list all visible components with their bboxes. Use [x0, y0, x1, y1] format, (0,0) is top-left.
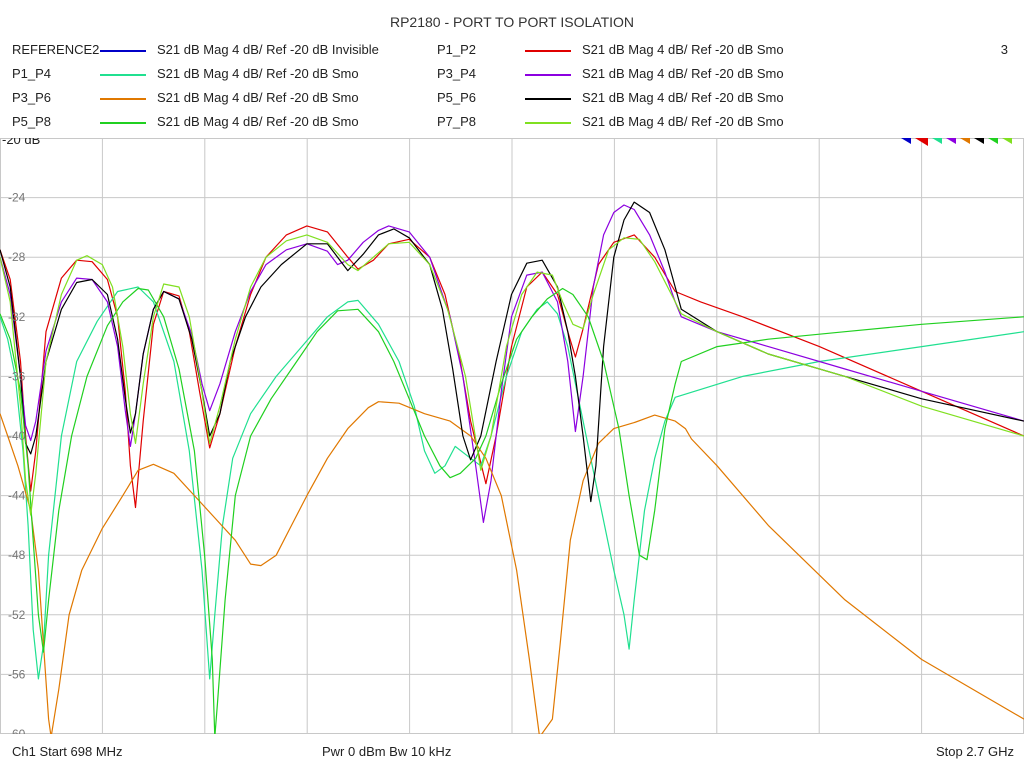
legend-swatch-p3-p4 [525, 74, 571, 76]
legend-desc-p7-p8: S21 dB Mag 4 dB/ Ref -20 dB Smo [582, 114, 784, 129]
y-tick-label: -52 [8, 608, 26, 622]
series-line-p1-p4 [0, 286, 1024, 680]
legend-desc-p3-p6: S21 dB Mag 4 dB/ Ref -20 dB Smo [157, 90, 359, 105]
legend-swatch-reference2 [100, 50, 146, 52]
y-tick-label: -60 [8, 727, 26, 734]
series-line-p3-p6 [0, 401, 1024, 734]
marker-layer [901, 138, 1012, 146]
series-line-p3-p4 [0, 204, 1024, 523]
legend-swatch-p3-p6 [100, 98, 146, 100]
y-tick-label: -48 [8, 548, 26, 562]
footer-start: Ch1 Start 698 MHz [12, 744, 123, 759]
series-line-p5-p8 [0, 287, 1024, 734]
legend-name-reference2: REFERENCE2 [12, 42, 100, 57]
y-tick-label: -28 [8, 250, 26, 264]
series-layer [0, 201, 1024, 734]
ref-marker-reference2 [901, 138, 911, 144]
legend-swatch-p7-p8 [525, 122, 571, 124]
legend-desc-p3-p4: S21 dB Mag 4 dB/ Ref -20 dB Smo [582, 66, 784, 81]
ref-marker-p5-p6 [974, 138, 984, 144]
y-tick-label: -40 [8, 429, 26, 443]
channel-count: 3 [1000, 42, 1008, 57]
legend-desc-p5-p8: S21 dB Mag 4 dB/ Ref -20 dB Smo [157, 114, 359, 129]
y-tick-label: -56 [8, 667, 26, 681]
ref-marker-p3-p4 [946, 138, 956, 144]
tick-labels: -24 -28 -32 -36 -40 -44 -48 -52 -56 -60 -20 dB [2, 138, 40, 734]
y-tick-label: -44 [8, 489, 26, 503]
y-tick-label: -24 [8, 191, 26, 205]
legend-name-p5-p6: P5_P6 [437, 90, 477, 105]
legend-desc-reference2: S21 dB Mag 4 dB/ Ref -20 dB Invisible [157, 42, 379, 57]
chart-title: RP2180 - PORT TO PORT ISOLATION [389, 14, 635, 30]
legend-desc-p1-p2: S21 dB Mag 4 dB/ Ref -20 dB Smo [582, 42, 784, 57]
legend: REFERENCE2 S21 dB Mag 4 dB/ Ref -20 dB I… [0, 40, 1024, 136]
legend-swatch-p5-p8 [100, 122, 146, 124]
legend-swatch-p1-p2 [525, 50, 571, 52]
ref-marker-p7-p8 [1002, 138, 1012, 144]
ref-marker-p1-p4 [932, 138, 942, 144]
grid [0, 138, 1024, 734]
legend-name-p3-p6: P3_P6 [12, 90, 52, 105]
legend-desc-p1-p4: S21 dB Mag 4 dB/ Ref -20 dB Smo [157, 66, 359, 81]
footer-stop: Stop 2.7 GHz [935, 744, 1014, 759]
footer-power: Pwr 0 dBm Bw 10 kHz [322, 744, 452, 759]
ref-marker-p3-p6 [960, 138, 970, 144]
plot-area: -24 -28 -32 -36 -40 -44 -48 -52 -56 -60 -20 dB [0, 138, 1024, 734]
legend-name-p5-p8: P5_P8 [12, 114, 52, 129]
legend-name-p1-p2: P1_P2 [437, 42, 477, 57]
legend-swatch-p1-p4 [100, 74, 146, 76]
y-tick-label: -32 [8, 310, 26, 324]
legend-desc-p5-p6: S21 dB Mag 4 dB/ Ref -20 dB Smo [582, 90, 784, 105]
reference-label: -20 dB [2, 138, 40, 147]
ref-marker-p1-p2 [915, 138, 928, 146]
legend-name-p1-p4: P1_P4 [12, 66, 52, 81]
y-tick-label: -36 [8, 369, 26, 383]
legend-name-p7-p8: P7_P8 [437, 114, 477, 129]
legend-swatch-p5-p6 [525, 98, 571, 100]
legend-name-p3-p4: P3_P4 [437, 66, 477, 81]
series-line-p7-p8 [0, 234, 1024, 516]
ref-marker-p5-p8 [988, 138, 998, 144]
